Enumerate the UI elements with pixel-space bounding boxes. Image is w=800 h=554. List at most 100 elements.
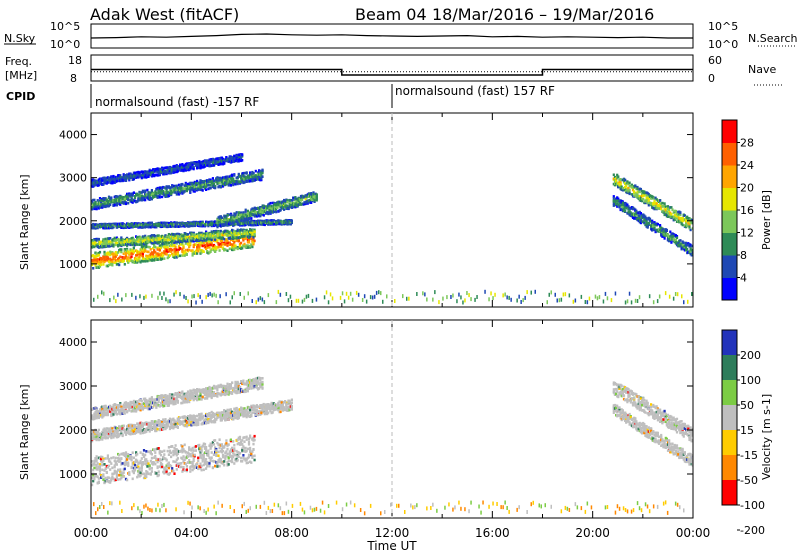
range-cell (105, 182, 108, 185)
range-cell (93, 258, 96, 262)
range-cell (96, 205, 99, 209)
range-cell (311, 198, 314, 201)
range-cell (221, 176, 225, 179)
range-cell (228, 155, 231, 159)
range-cell (254, 220, 257, 224)
range-cell (646, 198, 649, 202)
range-cell (105, 264, 108, 268)
range-cell (255, 207, 259, 210)
range-cell (115, 223, 118, 227)
range-cell (149, 237, 152, 241)
range-cell (217, 159, 220, 163)
range-cell (259, 219, 262, 223)
range-cell (661, 201, 664, 205)
range-cell (238, 245, 242, 248)
range-cell (250, 243, 253, 246)
range-cell (629, 211, 632, 214)
range-cell (219, 229, 222, 233)
range-cell (193, 185, 196, 189)
range-cell (109, 203, 112, 207)
range-cell (182, 250, 185, 253)
range-cell (194, 187, 197, 191)
range-cell (133, 239, 137, 242)
range-cell (616, 196, 619, 200)
range-cell (666, 205, 670, 208)
range-cell (268, 210, 271, 214)
range-cell (633, 194, 636, 197)
range-cell (219, 242, 222, 246)
range-cell (138, 255, 141, 258)
range-cell (216, 180, 219, 184)
range-cell (251, 245, 254, 249)
range-cell (136, 222, 139, 226)
range-cell (183, 250, 186, 253)
range-cell (165, 171, 168, 174)
range-cell (229, 243, 232, 246)
range-cell (186, 185, 190, 188)
range-cell (142, 235, 146, 239)
range-cell (647, 195, 650, 198)
range-cell (687, 224, 690, 227)
range-cell (123, 263, 126, 266)
range-cell (147, 257, 150, 261)
range-cell (147, 254, 150, 258)
range-cell (254, 178, 257, 181)
range-cell (631, 212, 635, 215)
range-cell (615, 179, 618, 183)
range-cell (221, 160, 225, 164)
range-cell (233, 236, 236, 240)
range-cell (92, 254, 95, 257)
range-cell (303, 195, 306, 199)
range-cell (637, 190, 640, 193)
range-cell (140, 174, 143, 177)
range-cell (175, 235, 178, 238)
range-cell (249, 220, 252, 224)
cpid-segment-2: normalsound (fast) 157 RF (395, 84, 555, 98)
range-cell (194, 239, 197, 243)
range-cell (689, 228, 692, 232)
range-cell (166, 234, 169, 238)
range-cell (149, 252, 152, 256)
range-cell (212, 179, 216, 182)
range-cell (158, 248, 161, 251)
range-cell (115, 179, 118, 183)
range-cell (232, 183, 235, 187)
range-cell (150, 190, 153, 194)
range-cell (654, 204, 657, 207)
range-cell (277, 221, 280, 225)
range-cell (93, 179, 96, 182)
noise-left-tick-top: 10^5 (50, 20, 80, 33)
range-cell (145, 222, 148, 226)
range-cell (104, 245, 107, 248)
range-cell (114, 251, 117, 254)
range-cell (679, 211, 682, 214)
range-cell (244, 208, 247, 212)
cpid-label: CPID (6, 90, 35, 103)
range-cell (166, 166, 169, 169)
range-cell (620, 185, 623, 189)
range-cell (96, 254, 99, 257)
range-cell (252, 213, 255, 217)
range-cell (153, 244, 156, 247)
range-cell (681, 219, 684, 223)
range-cell (236, 218, 239, 222)
range-cell (189, 190, 192, 194)
range-cell (180, 224, 183, 228)
range-cell (253, 239, 256, 243)
range-cell (276, 202, 279, 206)
range-cell (229, 174, 232, 178)
range-cell (114, 255, 117, 258)
range-cell (212, 182, 216, 185)
range-cell (185, 189, 188, 193)
range-cell (111, 260, 114, 263)
range-cell (101, 225, 104, 228)
range-cell (152, 246, 155, 250)
range-cell (100, 222, 103, 226)
range-cell (107, 204, 111, 208)
range-cell (612, 202, 615, 205)
range-cell (217, 161, 220, 164)
range-cell (184, 240, 187, 243)
range-cell (250, 235, 253, 239)
range-cell (628, 181, 631, 185)
range-cell (144, 198, 147, 202)
